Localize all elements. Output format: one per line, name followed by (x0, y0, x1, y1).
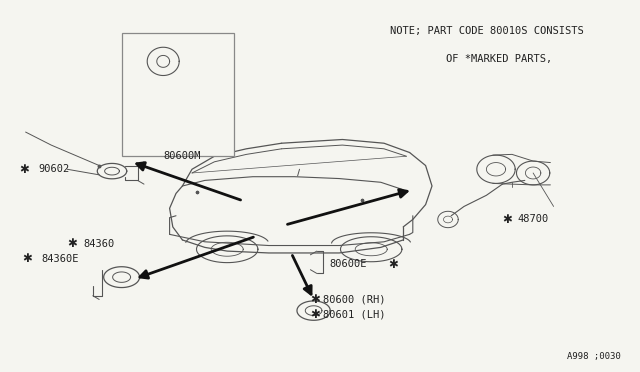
Text: ✱: ✱ (67, 237, 77, 250)
Text: 80601 (LH): 80601 (LH) (323, 310, 386, 319)
Text: 80600 (RH): 80600 (RH) (323, 295, 386, 304)
Text: ✱: ✱ (310, 308, 320, 321)
Text: ✱: ✱ (22, 252, 32, 265)
FancyBboxPatch shape (122, 33, 234, 156)
Text: ✱: ✱ (310, 293, 320, 306)
Text: 80600E: 80600E (157, 103, 195, 113)
Text: 84360E: 84360E (42, 254, 79, 263)
Text: NOTE; PART CODE 80010S CONSISTS: NOTE; PART CODE 80010S CONSISTS (390, 26, 583, 36)
Text: A998 ;0030: A998 ;0030 (567, 352, 621, 361)
Text: 48700: 48700 (517, 215, 548, 224)
Text: 90602: 90602 (38, 164, 70, 174)
Text: OF *MARKED PARTS,: OF *MARKED PARTS, (420, 54, 552, 64)
Text: ✱: ✱ (388, 258, 398, 270)
Text: ✱: ✱ (19, 163, 29, 176)
Text: 80600M: 80600M (164, 151, 201, 161)
Text: 84360: 84360 (83, 239, 115, 248)
Text: 80600E: 80600E (330, 259, 367, 269)
Text: ✱: ✱ (134, 102, 144, 114)
Text: ✱: ✱ (502, 213, 512, 226)
